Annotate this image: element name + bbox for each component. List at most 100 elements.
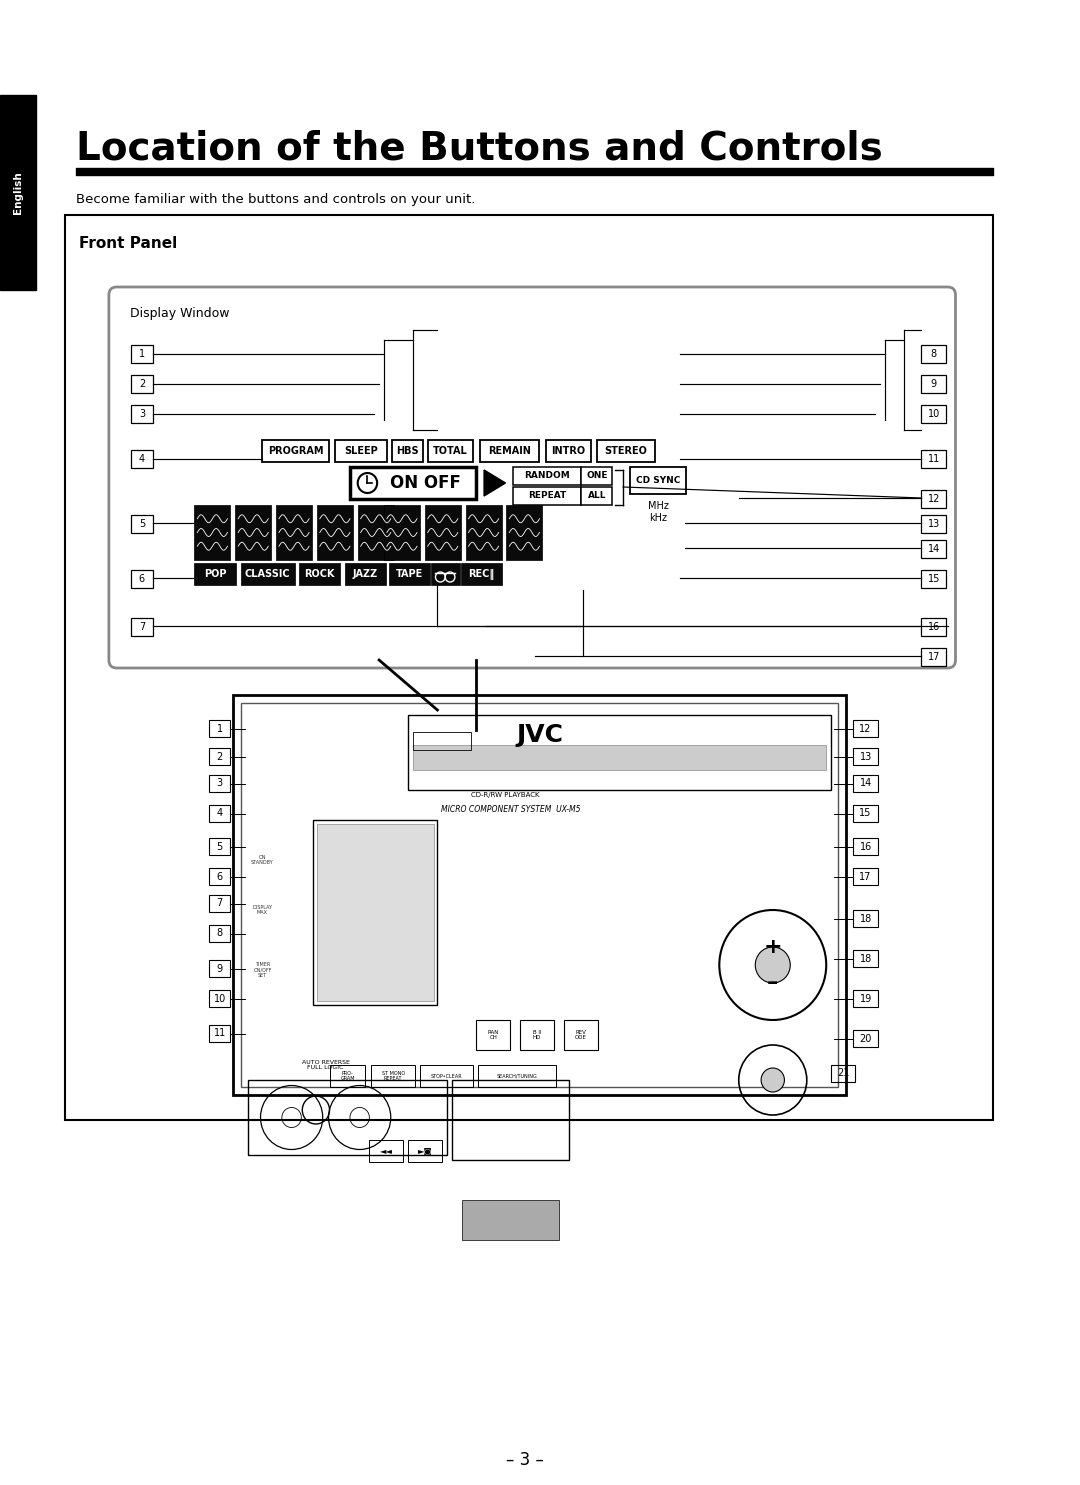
Text: 19: 19 [860,993,872,1004]
Bar [414,732,472,750]
Text: RAN
CH: RAN CH [488,1029,499,1041]
Text: MHz: MHz [648,500,669,511]
Text: 16: 16 [928,622,940,633]
Bar [462,1200,559,1240]
Bar [921,541,946,558]
Bar [210,925,230,941]
Bar [210,748,230,765]
Bar [581,466,612,486]
Text: INTRO: INTRO [552,446,585,456]
Bar [921,570,946,588]
Bar [132,618,152,636]
Bar [481,440,539,462]
Bar [513,487,581,505]
Text: AUTO REVERSE
FULL LOGIC: AUTO REVERSE FULL LOGIC [301,1060,350,1071]
Text: MICRO COMPONENT SYSTEM  UX-M5: MICRO COMPONENT SYSTEM UX-M5 [441,805,580,814]
Bar [248,1080,447,1155]
Bar [316,824,433,1001]
Text: PRO-
GRAM: PRO- GRAM [340,1071,354,1081]
Bar [210,775,230,792]
Text: 3: 3 [217,778,222,789]
Bar [513,466,581,486]
Text: REC‖: REC‖ [468,569,495,579]
Bar [853,748,878,765]
Text: ALL: ALL [588,492,606,500]
Bar [132,376,152,394]
Bar [313,820,437,1005]
Text: Location of the Buttons and Controls: Location of the Buttons and Controls [76,129,882,166]
Bar [132,345,152,362]
Text: 14: 14 [928,544,940,554]
Bar [210,720,230,737]
Bar [921,647,946,665]
Bar [132,515,152,533]
Bar [461,563,501,585]
Bar [194,563,237,585]
Bar [630,466,686,495]
Text: CD-R/RW PLAYBACK: CD-R/RW PLAYBACK [471,792,540,797]
Bar [316,505,353,560]
Text: 9: 9 [931,379,936,389]
Text: 4: 4 [217,808,222,818]
Bar [424,505,461,560]
Text: 9: 9 [217,964,222,974]
Bar [233,695,846,1094]
Text: REPEAT: REPEAT [528,492,566,500]
Bar [597,440,656,462]
Circle shape [755,947,791,983]
Text: – 3 –: – 3 – [505,1451,544,1469]
Text: 16: 16 [860,842,872,851]
Text: ON
STANDBY: ON STANDBY [251,854,274,866]
Text: PROGRAM: PROGRAM [268,446,323,456]
Bar [384,505,420,560]
Bar [210,990,230,1007]
Text: 8: 8 [931,349,936,359]
Text: –: – [767,973,779,993]
Text: 15: 15 [860,808,872,818]
Bar [465,505,501,560]
Bar [262,440,328,462]
Text: 1: 1 [139,349,145,359]
Bar [853,910,878,927]
Bar [546,440,591,462]
Text: 17: 17 [928,652,940,662]
Bar [832,1065,855,1083]
Text: ROCK: ROCK [305,569,335,579]
Text: 10: 10 [928,408,940,419]
Bar [853,838,878,855]
Text: 12: 12 [928,495,940,503]
Bar [210,838,230,855]
Text: 13: 13 [860,751,872,762]
Text: 8: 8 [217,928,222,939]
Bar [65,215,994,1120]
Bar [853,869,878,885]
Text: TIMER
ON/OFF
SET: TIMER ON/OFF SET [254,962,272,979]
Bar [921,618,946,636]
Bar [210,805,230,823]
Text: 18: 18 [860,913,872,924]
Text: SLEEP: SLEEP [345,446,378,456]
Text: SEARCH/TUNING: SEARCH/TUNING [497,1074,538,1078]
Text: ST MONO
REPEAT: ST MONO REPEAT [381,1071,405,1081]
Text: POP: POP [204,569,227,579]
Bar [372,1065,415,1087]
Text: REMAIN: REMAIN [488,446,530,456]
Text: 5: 5 [139,518,145,529]
Text: 1: 1 [217,723,222,734]
Bar [392,440,423,462]
Text: 7: 7 [139,622,145,633]
Bar [853,1031,878,1047]
Text: 6: 6 [217,872,222,882]
Polygon shape [484,469,505,496]
Bar [414,745,826,771]
Bar [350,466,476,499]
Bar [241,702,838,1087]
Text: RANDOM: RANDOM [525,472,570,481]
Bar [132,450,152,468]
Bar [507,505,542,560]
Bar [346,563,386,585]
Bar [357,505,394,560]
Text: HBS: HBS [396,446,419,456]
Bar [408,1140,443,1161]
Bar [453,1080,569,1160]
